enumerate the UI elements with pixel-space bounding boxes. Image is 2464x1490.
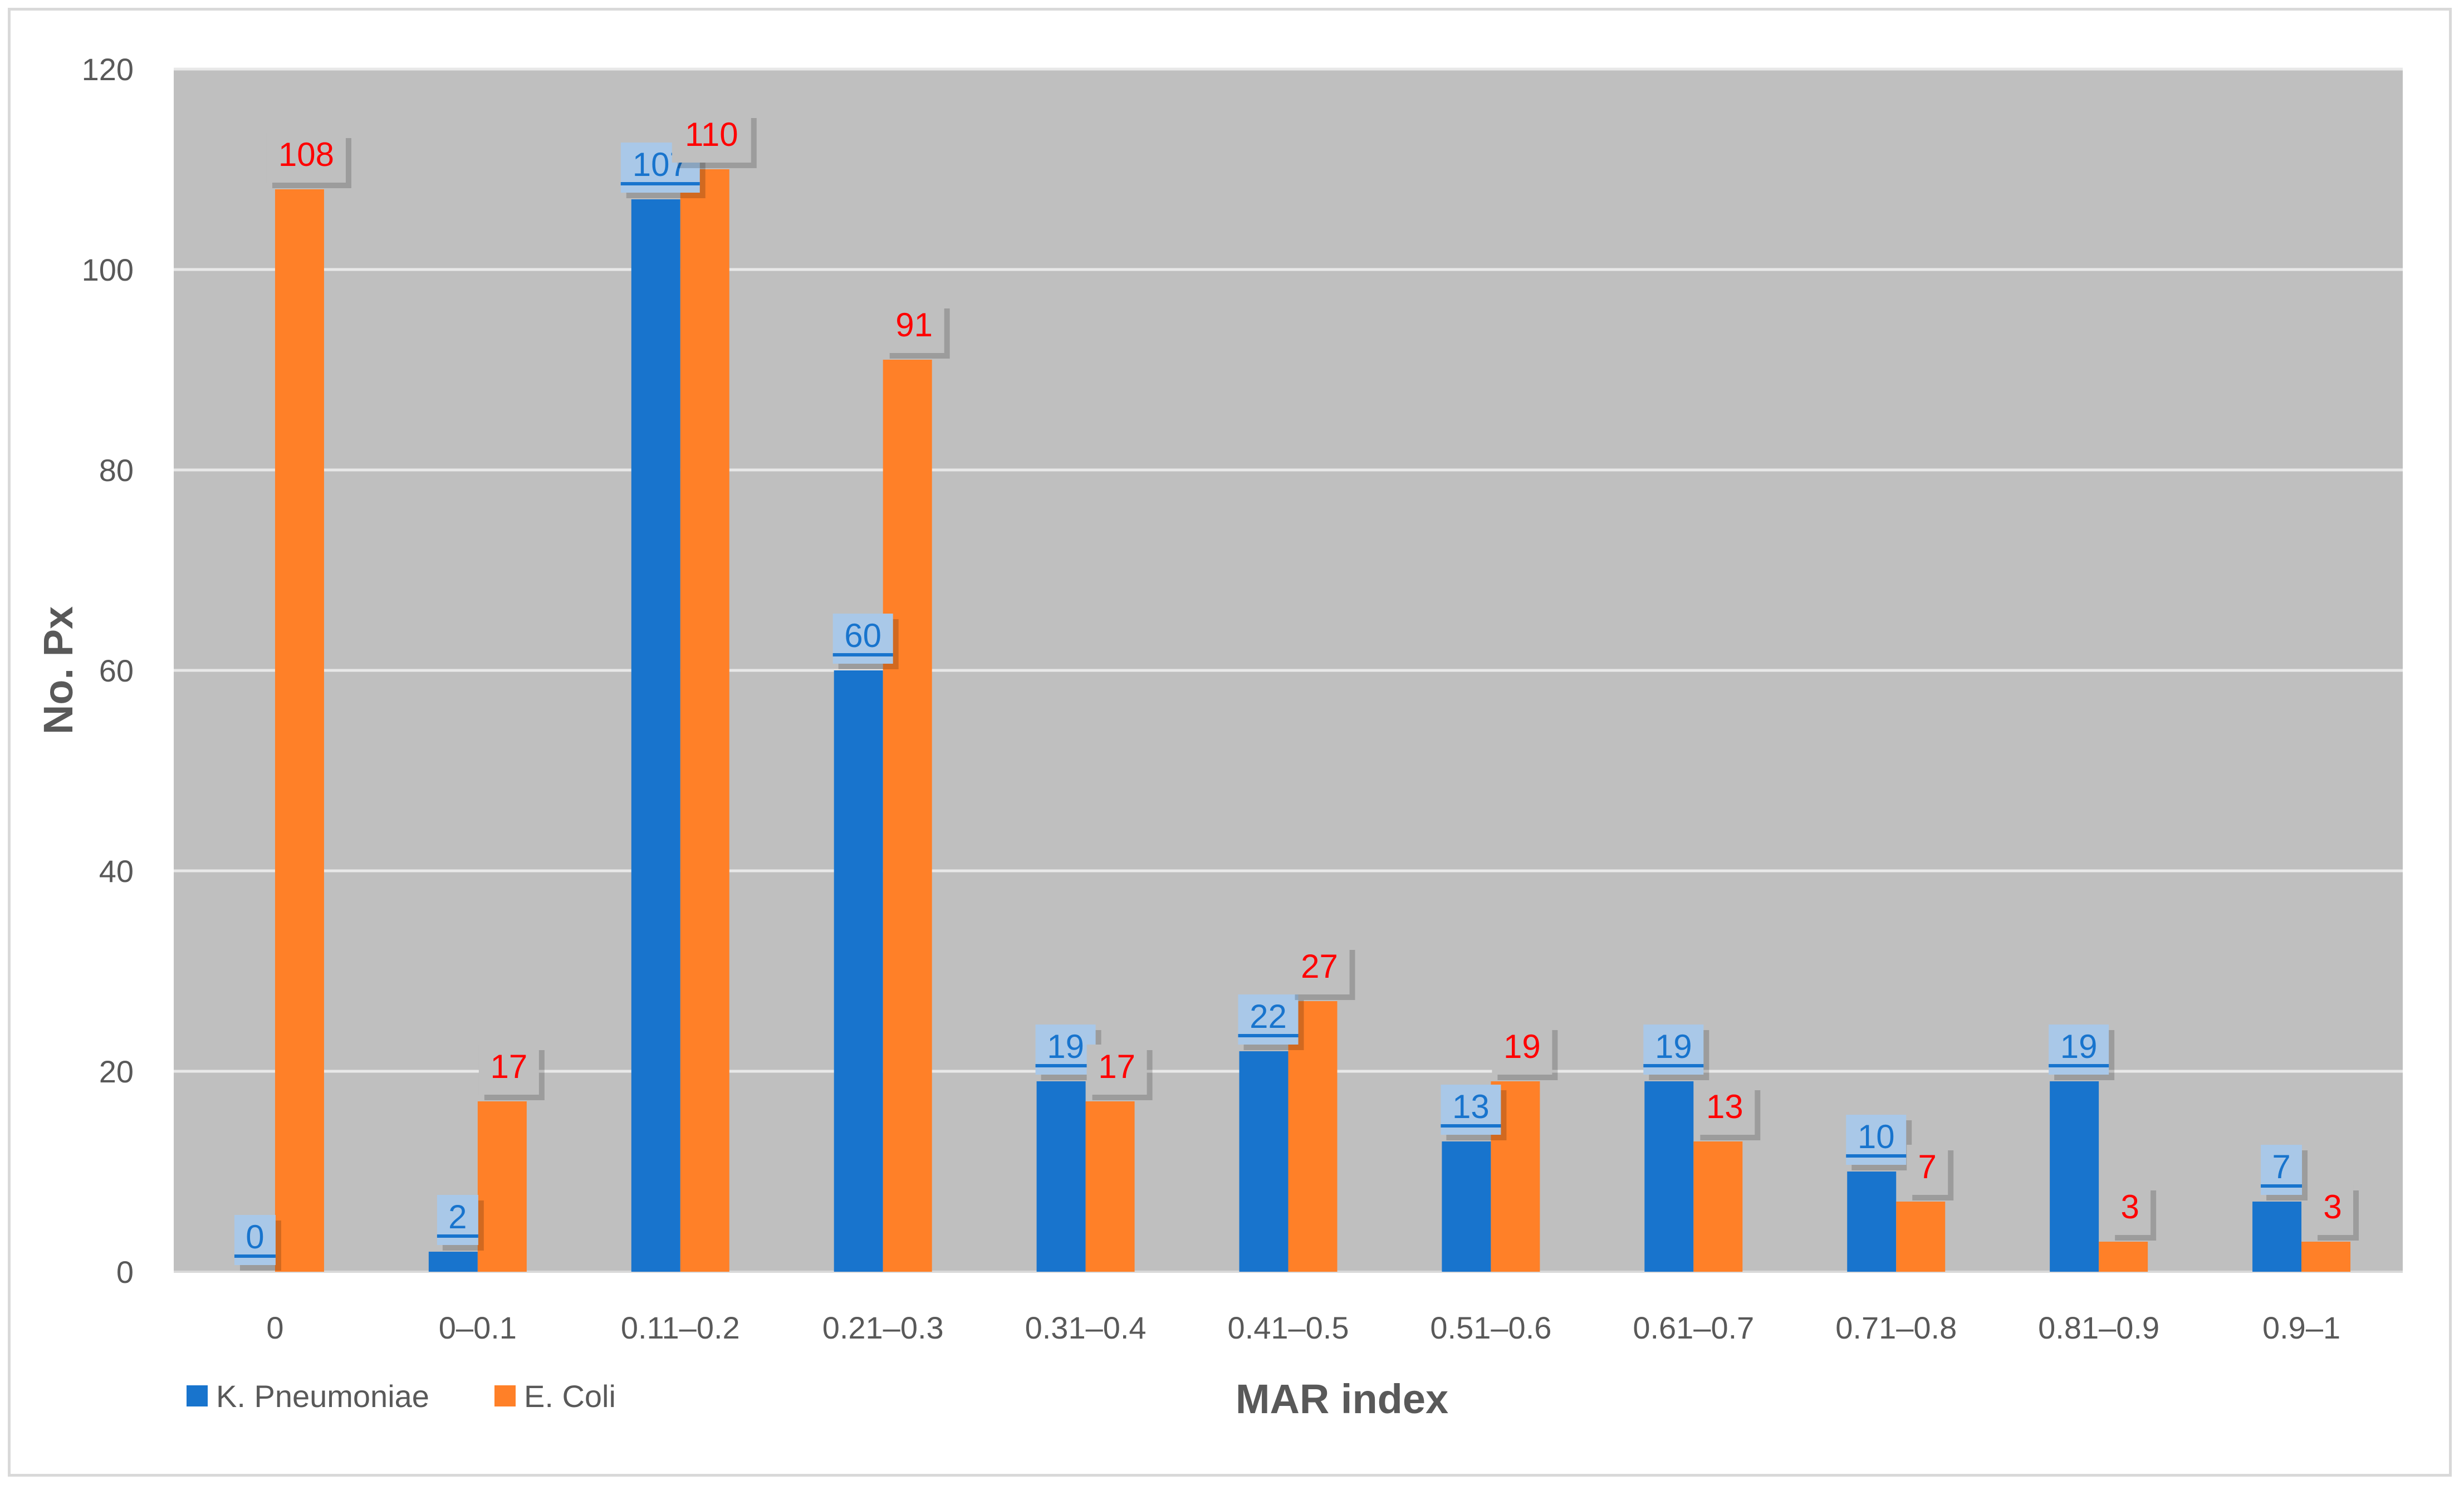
data-label: 0 [234, 1215, 281, 1271]
y-tick-label: 80 [99, 453, 134, 488]
data-label: 108 [266, 133, 351, 188]
legend-label-k-pneumoniae: K. Pneumoniae [216, 1379, 429, 1414]
x-tick-label: 0.81–0.9 [2038, 1310, 2159, 1345]
x-tick-label: 0.61–0.7 [1633, 1310, 1754, 1345]
bar-e-coli [1085, 1101, 1135, 1272]
bar-k-pneumoniae [2252, 1202, 2302, 1272]
y-tick-label: 60 [99, 653, 134, 688]
legend-label-e-coli: E. Coli [524, 1379, 616, 1414]
x-tick-label: 0.41–0.5 [1228, 1310, 1349, 1345]
data-label: 22 [1238, 994, 1304, 1050]
data-label-text: 7 [2272, 1148, 2290, 1185]
data-label-text: 27 [1301, 948, 1338, 985]
y-tick-label: 40 [99, 854, 134, 889]
data-label: 13 [1694, 1085, 1761, 1140]
bar-e-coli [2301, 1242, 2351, 1272]
data-label-text: 22 [1250, 998, 1287, 1035]
data-label: 107 [620, 143, 706, 198]
data-label-text: 108 [278, 136, 334, 173]
data-label-text: 91 [895, 306, 933, 344]
data-label: 19 [2049, 1025, 2115, 1080]
data-label: 7 [2261, 1145, 2308, 1200]
bar-k-pneumoniae [1644, 1081, 1694, 1272]
data-label: 17 [478, 1045, 545, 1100]
bar-e-coli [1896, 1202, 1946, 1272]
bar-k-pneumoniae [834, 670, 883, 1272]
data-label-text: 19 [2060, 1028, 2098, 1065]
bar-e-coli [1693, 1141, 1743, 1272]
data-label-text: 17 [490, 1048, 527, 1085]
data-label-text: 60 [844, 617, 881, 654]
bar-e-coli [680, 169, 729, 1272]
data-label-text: 3 [2120, 1188, 2139, 1226]
data-label: 10 [1846, 1115, 1912, 1170]
data-label: 7 [1907, 1145, 1954, 1200]
bar-k-pneumoniae [1239, 1051, 1289, 1272]
data-label: 110 [672, 112, 757, 168]
bars [275, 169, 2351, 1272]
bar-e-coli [1288, 1001, 1338, 1272]
data-label-text: 19 [1503, 1028, 1541, 1065]
bar-e-coli [883, 360, 932, 1272]
bar-k-pneumoniae [1847, 1172, 1897, 1272]
data-label-text: 0 [246, 1218, 264, 1256]
bar-e-coli [275, 189, 324, 1272]
bar-k-pneumoniae [631, 199, 680, 1272]
legend-swatch-e-coli [494, 1385, 516, 1406]
data-label-text: 13 [1452, 1088, 1490, 1125]
data-label: 3 [2312, 1185, 2359, 1241]
data-label-text: 19 [1047, 1028, 1084, 1065]
bar-e-coli [477, 1101, 527, 1272]
legend-swatch-k-pneumoniae [187, 1385, 208, 1406]
bar-k-pneumoniae [1442, 1141, 1491, 1272]
bar-e-coli [2099, 1242, 2148, 1272]
data-label-text: 10 [1858, 1118, 1895, 1155]
legend: K. Pneumoniae E. Coli [187, 1379, 616, 1414]
data-label: 2 [437, 1195, 484, 1251]
y-axis-title: No. Px [35, 606, 81, 734]
x-tick-label: 0.11–0.2 [621, 1310, 740, 1345]
data-label: 3 [2109, 1185, 2157, 1241]
data-label-text: 13 [1706, 1088, 1743, 1125]
data-label-text: 3 [2323, 1188, 2341, 1226]
data-label: 13 [1441, 1085, 1507, 1140]
data-label: 27 [1289, 944, 1355, 1000]
data-label: 17 [1086, 1045, 1153, 1100]
data-label: 19 [1643, 1025, 1709, 1080]
data-labels: 0210760192213191019710817110911727191373… [234, 112, 2359, 1271]
x-tick-label: 0.51–0.6 [1430, 1310, 1551, 1345]
x-tick-label: 0.21–0.3 [822, 1310, 944, 1345]
data-label: 19 [1492, 1025, 1558, 1080]
x-tick-label: 0.31–0.4 [1025, 1310, 1147, 1345]
bar-k-pneumoniae [428, 1252, 478, 1272]
data-label: 91 [884, 303, 950, 359]
x-tick-label: 0 [266, 1310, 283, 1345]
data-label-text: 110 [685, 116, 738, 153]
x-axis-title: MAR index [1236, 1376, 1448, 1422]
bar-k-pneumoniae [2050, 1081, 2099, 1272]
y-tick-label: 120 [82, 52, 134, 87]
data-label-text: 17 [1098, 1048, 1135, 1085]
data-label-text: 2 [448, 1198, 467, 1236]
y-tick-label: 0 [116, 1254, 134, 1290]
x-tick-label: 0–0.1 [439, 1310, 517, 1345]
data-label: 60 [832, 614, 899, 669]
y-tick-label: 100 [82, 252, 134, 287]
data-label-text: 19 [1655, 1028, 1692, 1065]
bar-k-pneumoniae [1036, 1081, 1086, 1272]
x-tick-label: 0.71–0.8 [1835, 1310, 1957, 1345]
x-tick-label: 0.9–1 [2262, 1310, 2340, 1345]
y-tick-label: 20 [99, 1054, 134, 1089]
data-label-text: 7 [1918, 1148, 1937, 1185]
